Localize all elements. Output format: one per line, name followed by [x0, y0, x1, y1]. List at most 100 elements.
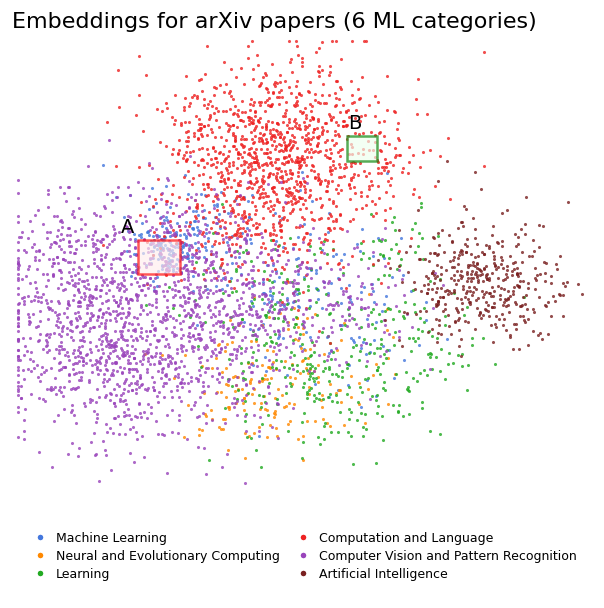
- Point: [338, 268, 348, 278]
- Point: [271, 266, 280, 275]
- Point: [251, 157, 261, 167]
- Point: [442, 334, 452, 344]
- Point: [28, 356, 37, 365]
- Point: [258, 192, 268, 202]
- Point: [422, 370, 432, 380]
- Point: [384, 303, 393, 313]
- Point: [163, 350, 173, 360]
- Point: [193, 223, 202, 232]
- Point: [251, 205, 261, 215]
- Point: [323, 288, 333, 298]
- Point: [169, 264, 178, 274]
- Point: [268, 365, 278, 375]
- Point: [271, 144, 280, 154]
- Point: [328, 216, 338, 226]
- Point: [104, 342, 114, 351]
- Point: [562, 277, 572, 287]
- Point: [150, 194, 160, 204]
- Point: [173, 242, 182, 252]
- Point: [183, 284, 193, 294]
- Point: [366, 176, 376, 186]
- Point: [161, 140, 170, 150]
- Point: [169, 277, 179, 286]
- Point: [334, 275, 344, 285]
- Point: [50, 258, 59, 268]
- Point: [271, 171, 281, 181]
- Point: [360, 110, 370, 120]
- Point: [77, 276, 87, 286]
- Point: [324, 208, 334, 218]
- Point: [393, 134, 402, 143]
- Point: [432, 271, 442, 281]
- Point: [463, 269, 472, 278]
- Point: [289, 100, 299, 109]
- Point: [432, 260, 442, 270]
- Point: [307, 214, 317, 224]
- Point: [271, 349, 281, 359]
- Point: [370, 91, 380, 101]
- Point: [200, 258, 210, 268]
- Point: [190, 195, 200, 204]
- Point: [410, 284, 420, 294]
- Point: [500, 297, 509, 306]
- Point: [234, 252, 244, 261]
- Point: [248, 265, 258, 275]
- Point: [124, 317, 134, 327]
- Point: [306, 144, 316, 154]
- Point: [311, 393, 321, 403]
- Point: [246, 117, 255, 127]
- Point: [315, 179, 325, 189]
- Point: [103, 427, 112, 437]
- Point: [247, 389, 257, 399]
- Point: [393, 407, 403, 416]
- Point: [105, 336, 115, 346]
- Point: [263, 432, 272, 441]
- Point: [515, 268, 524, 278]
- Point: [144, 259, 154, 269]
- Point: [158, 331, 167, 340]
- Point: [243, 269, 253, 279]
- Point: [191, 252, 201, 261]
- Point: [118, 248, 127, 258]
- Point: [251, 123, 260, 133]
- Point: [185, 309, 195, 319]
- Point: [456, 266, 466, 275]
- Point: [231, 264, 241, 274]
- Point: [224, 402, 234, 412]
- Point: [155, 358, 165, 367]
- Point: [217, 285, 226, 294]
- Point: [115, 396, 125, 406]
- Point: [201, 191, 211, 201]
- Point: [141, 326, 150, 336]
- Point: [274, 331, 284, 341]
- Point: [39, 367, 49, 376]
- Point: [254, 278, 263, 288]
- Point: [50, 307, 60, 317]
- Point: [288, 339, 298, 348]
- Point: [216, 294, 225, 303]
- Point: [237, 395, 247, 404]
- Point: [201, 364, 211, 373]
- Point: [245, 235, 255, 244]
- Point: [313, 138, 323, 148]
- Point: [71, 244, 81, 254]
- Point: [280, 362, 289, 372]
- Point: [262, 160, 272, 170]
- Point: [179, 274, 189, 284]
- Point: [477, 269, 487, 279]
- Point: [151, 416, 161, 426]
- Point: [461, 247, 471, 257]
- Point: [100, 392, 109, 402]
- Point: [288, 288, 298, 298]
- Point: [278, 134, 288, 143]
- Point: [231, 145, 241, 154]
- Point: [254, 291, 264, 301]
- Point: [233, 344, 242, 354]
- Point: [463, 317, 473, 327]
- Point: [159, 378, 169, 387]
- Point: [423, 279, 432, 289]
- Point: [94, 356, 104, 365]
- Point: [428, 232, 437, 242]
- Point: [554, 291, 564, 300]
- Point: [267, 307, 277, 317]
